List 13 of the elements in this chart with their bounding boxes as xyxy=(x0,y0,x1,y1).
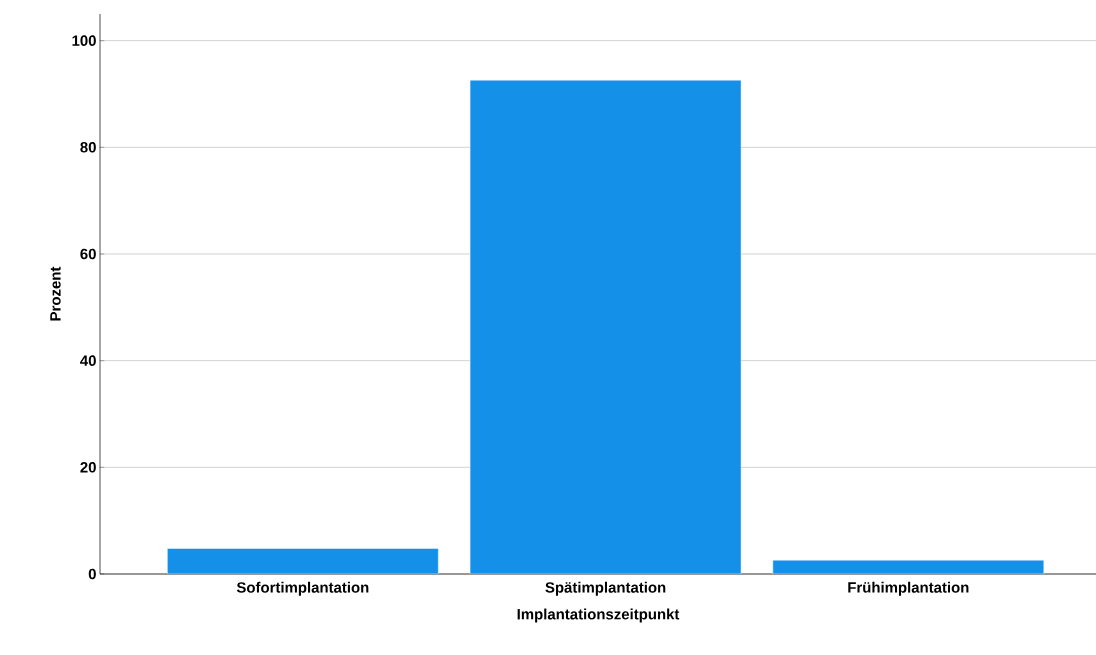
y-tick-label: 80 xyxy=(80,142,96,153)
x-tick-label: Frühimplantation xyxy=(848,581,969,596)
x-tick-label: Spätimplantation xyxy=(545,581,666,596)
y-tick-label: 60 xyxy=(80,248,96,260)
x-tick-label: Sofortimplantation xyxy=(236,581,369,596)
y-tick-label: 40 xyxy=(80,355,96,366)
bar xyxy=(167,548,439,574)
x-axis-title: Implantationszeitpunkt xyxy=(517,608,680,623)
y-tick-label: 100 xyxy=(72,35,96,46)
y-axis-title: Prozent xyxy=(50,266,61,321)
y-tick-label: 20 xyxy=(80,462,96,473)
y-tick-label: 0 xyxy=(88,568,96,580)
bar xyxy=(469,79,742,574)
